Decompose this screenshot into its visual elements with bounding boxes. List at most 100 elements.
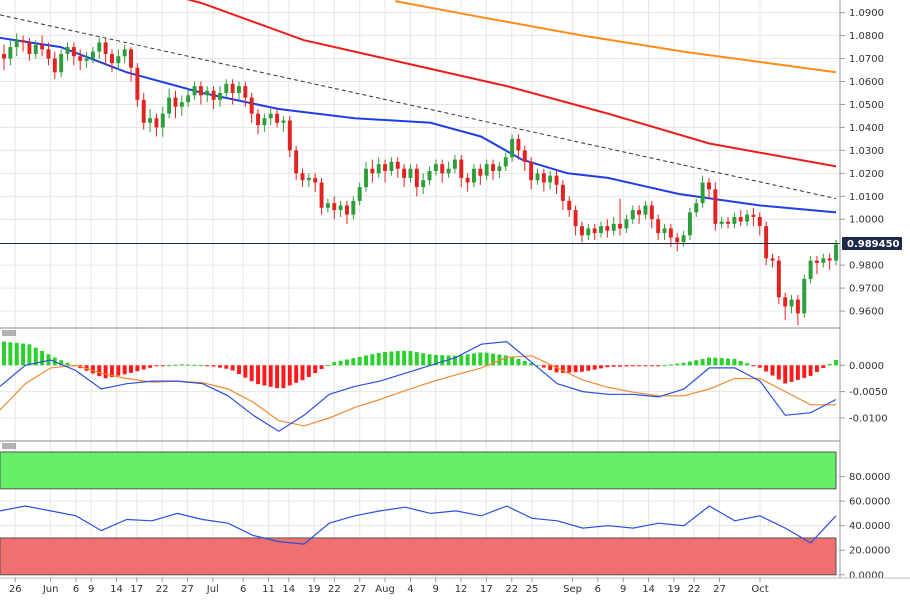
candle — [211, 86, 216, 110]
candle — [198, 81, 203, 105]
candle-body — [275, 113, 280, 123]
candle — [427, 166, 432, 185]
candle — [40, 35, 45, 57]
x-tick-label: 14 — [642, 584, 655, 595]
candle — [275, 109, 280, 128]
panel-separator-2[interactable] — [0, 440, 840, 449]
candle — [687, 207, 692, 240]
panel-resize-handle-icon[interactable] — [2, 330, 16, 336]
candle-body — [554, 175, 559, 185]
candle-body — [681, 235, 686, 243]
candle — [351, 196, 356, 220]
candle — [497, 161, 502, 178]
candle-body — [186, 95, 191, 103]
macd-hist-bar — [376, 352, 381, 366]
candle — [446, 161, 451, 178]
macd-hist-bar — [148, 365, 153, 368]
macd-tick-label: -0.0050 — [849, 387, 888, 398]
candle-body — [465, 177, 470, 183]
candle — [313, 173, 318, 192]
candle-body — [624, 219, 629, 229]
moving-averages — [0, 0, 837, 214]
macd-hist-bar — [198, 365, 203, 367]
candle — [510, 134, 515, 162]
macd-hist-bar — [46, 354, 51, 366]
candle — [783, 292, 788, 321]
candle — [376, 157, 381, 178]
candle — [325, 198, 330, 213]
candle — [319, 177, 324, 215]
x-tick-label: 17 — [480, 584, 493, 595]
candle — [675, 233, 680, 252]
candle-body — [668, 228, 673, 238]
candle-body — [59, 53, 64, 73]
candle — [433, 159, 438, 176]
candle-body — [586, 228, 591, 236]
macd-hist-bar — [186, 364, 191, 366]
macd-hist-bar — [154, 365, 159, 367]
candle — [503, 152, 508, 172]
macd-hist-bar — [338, 360, 343, 366]
candle-body — [535, 173, 540, 181]
candle-body — [154, 118, 159, 128]
candle-body — [459, 159, 464, 178]
candle-body — [821, 258, 826, 263]
candle — [84, 51, 89, 68]
candle — [110, 49, 114, 73]
macd-hist-bar — [433, 354, 438, 366]
macd-hist-bar — [65, 362, 70, 366]
candle — [478, 164, 483, 185]
candle-body — [516, 138, 521, 151]
candle-body — [618, 223, 623, 229]
candle-body — [65, 47, 70, 54]
candle-body — [783, 297, 788, 307]
macd-hist-bar — [834, 360, 838, 366]
x-tick-label: 6 — [595, 584, 601, 595]
candle — [586, 223, 591, 240]
candle — [554, 171, 559, 194]
candle-body — [135, 67, 140, 100]
panel-resize-handle-icon[interactable] — [2, 443, 16, 449]
candle-body — [116, 56, 121, 64]
macd-hist-bar — [783, 365, 788, 384]
candle — [186, 88, 191, 107]
macd-hist-bar — [179, 364, 184, 366]
candle — [757, 212, 762, 236]
macd-hist-bar — [560, 365, 565, 373]
candle-body — [827, 258, 832, 261]
macd-hist-bar — [529, 362, 534, 366]
candle-body — [497, 166, 502, 172]
macd-hist-bar — [668, 364, 673, 366]
macd-y-axis: 0.0000 -0.0050 -0.0100 — [840, 361, 888, 424]
candle — [71, 42, 76, 66]
macd-line — [0, 340, 837, 432]
x-tick-label: 9 — [88, 584, 94, 595]
macd-hist-bar — [230, 365, 235, 371]
candle-body — [440, 164, 445, 174]
candle — [656, 214, 661, 240]
candle-body — [33, 44, 38, 54]
macd-hist-bar — [268, 365, 273, 387]
candle-body — [103, 42, 108, 54]
macd-hist-bar — [2, 341, 6, 366]
candle-body — [592, 228, 597, 234]
macd-hist-bar — [662, 365, 667, 367]
candle-body — [764, 226, 769, 259]
macd-hist-bar — [605, 365, 610, 368]
macd-hist-bar — [478, 352, 483, 366]
macd-hist-bar — [243, 365, 248, 378]
x-tick-label: Jul — [206, 584, 219, 595]
macd-hist-bar — [795, 365, 800, 380]
candle — [738, 210, 743, 227]
candle — [643, 200, 648, 220]
candle — [160, 106, 165, 137]
macd-hist-bar — [294, 365, 299, 383]
macd-hist-bar — [383, 351, 388, 366]
candle-body — [364, 168, 368, 188]
rsi-tick-label: 80.0000 — [849, 472, 890, 483]
panel-separator-1[interactable] — [0, 327, 840, 336]
candle-body — [148, 118, 153, 123]
macd-hist-bar — [122, 365, 127, 375]
macd-hist-bar — [364, 355, 368, 366]
macd-hist-bar — [262, 365, 267, 386]
